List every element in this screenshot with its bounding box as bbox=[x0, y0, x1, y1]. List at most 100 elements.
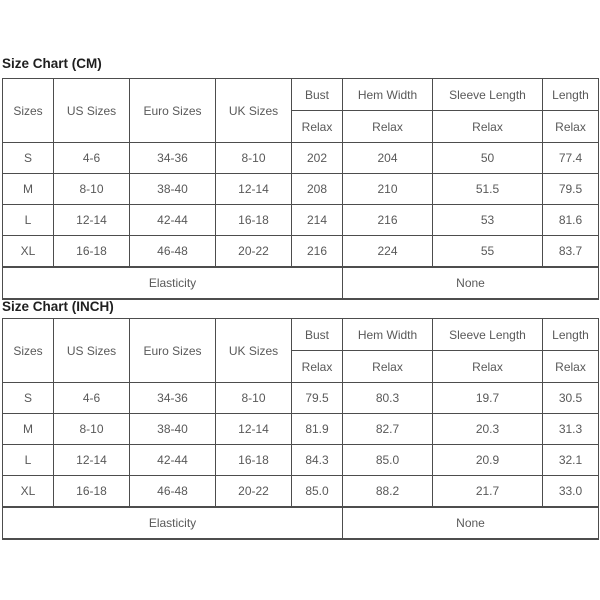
value-cell: 216 bbox=[291, 235, 343, 267]
header-hem-width: Hem Width bbox=[342, 318, 433, 351]
elasticity-label-cell: Elasticity bbox=[2, 265, 343, 300]
value-cell: 20-22 bbox=[215, 475, 292, 507]
value-cell: 32.1 bbox=[542, 444, 599, 476]
value-cell: 20.9 bbox=[432, 444, 543, 476]
value-cell: 224 bbox=[342, 235, 433, 267]
size-cell: L bbox=[2, 204, 54, 236]
header-hem-relax: Relax bbox=[342, 110, 433, 143]
value-cell: 202 bbox=[291, 142, 343, 174]
table-row-m: M 8-10 38-40 12-14 81.9 82.7 20.3 31.3 bbox=[2, 413, 599, 445]
value-cell: 55 bbox=[432, 235, 543, 267]
value-cell: 42-44 bbox=[129, 444, 216, 476]
size-cell: XL bbox=[2, 475, 54, 507]
header-hem-width: Hem Width bbox=[342, 78, 433, 111]
value-cell: 34-36 bbox=[129, 142, 216, 174]
header-sizes: Sizes bbox=[2, 78, 54, 143]
value-cell: 81.6 bbox=[542, 204, 599, 236]
value-cell: 46-48 bbox=[129, 235, 216, 267]
value-cell: 19.7 bbox=[432, 382, 543, 414]
value-cell: 84.3 bbox=[291, 444, 343, 476]
header-us-sizes: US Sizes bbox=[53, 318, 130, 383]
value-cell: 208 bbox=[291, 173, 343, 205]
value-cell: 204 bbox=[342, 142, 433, 174]
header-uk-sizes: UK Sizes bbox=[215, 78, 292, 143]
value-cell: 83.7 bbox=[542, 235, 599, 267]
value-cell: 4-6 bbox=[53, 382, 130, 414]
value-cell: 85.0 bbox=[342, 444, 433, 476]
size-chart-cm-title: Size Chart (CM) bbox=[2, 56, 102, 71]
table-header-row-1: Sizes US Sizes Euro Sizes UK Sizes Bust … bbox=[2, 78, 599, 143]
header-euro-sizes: Euro Sizes bbox=[129, 318, 216, 383]
elasticity-label-cell: Elasticity bbox=[2, 505, 343, 540]
value-cell: 21.7 bbox=[432, 475, 543, 507]
value-cell: 34-36 bbox=[129, 382, 216, 414]
value-cell: 8-10 bbox=[53, 413, 130, 445]
value-cell: 46-48 bbox=[129, 475, 216, 507]
value-cell: 31.3 bbox=[542, 413, 599, 445]
value-cell: 81.9 bbox=[291, 413, 343, 445]
value-cell: 85.0 bbox=[291, 475, 343, 507]
header-bust-relax: Relax bbox=[291, 350, 343, 383]
value-cell: 12-14 bbox=[215, 173, 292, 205]
table-header-row-2: Relax Relax Relax Relax bbox=[3, 350, 599, 383]
value-cell: 38-40 bbox=[129, 173, 216, 205]
value-cell: 16-18 bbox=[53, 475, 130, 507]
header-uk-sizes: UK Sizes bbox=[215, 318, 292, 383]
value-cell: 79.5 bbox=[291, 382, 343, 414]
size-cell: M bbox=[2, 413, 54, 445]
value-cell: 4-6 bbox=[53, 142, 130, 174]
table-header-row-1: Sizes US Sizes Euro Sizes UK Sizes Bust … bbox=[2, 318, 599, 383]
header-sleeve-length: Sleeve Length bbox=[432, 78, 543, 111]
value-cell: 16-18 bbox=[53, 235, 130, 267]
value-cell: 80.3 bbox=[342, 382, 433, 414]
value-cell: 53 bbox=[432, 204, 543, 236]
size-chart-cm-table: Sizes US Sizes Euro Sizes UK Sizes Bust … bbox=[2, 78, 599, 300]
value-cell: 12-14 bbox=[53, 204, 130, 236]
elasticity-row: Elasticity None bbox=[2, 265, 599, 300]
table-row-xl: XL 16-18 46-48 20-22 85.0 88.2 21.7 33.0 bbox=[2, 475, 599, 507]
table-row-l: L 12-14 42-44 16-18 214 216 53 81.6 bbox=[2, 204, 599, 236]
value-cell: 214 bbox=[291, 204, 343, 236]
table-row-xl: XL 16-18 46-48 20-22 216 224 55 83.7 bbox=[2, 235, 599, 267]
size-cell: S bbox=[2, 382, 54, 414]
value-cell: 50 bbox=[432, 142, 543, 174]
header-sizes: Sizes bbox=[2, 318, 54, 383]
value-cell: 216 bbox=[342, 204, 433, 236]
size-cell: XL bbox=[2, 235, 54, 267]
value-cell: 12-14 bbox=[215, 413, 292, 445]
value-cell: 12-14 bbox=[53, 444, 130, 476]
size-cell: S bbox=[2, 142, 54, 174]
size-cell: M bbox=[2, 173, 54, 205]
elasticity-value-cell: None bbox=[342, 265, 599, 300]
value-cell: 33.0 bbox=[542, 475, 599, 507]
header-us-sizes: US Sizes bbox=[53, 78, 130, 143]
value-cell: 210 bbox=[342, 173, 433, 205]
header-bust: Bust bbox=[291, 318, 343, 351]
value-cell: 79.5 bbox=[542, 173, 599, 205]
value-cell: 16-18 bbox=[215, 444, 292, 476]
elasticity-value-cell: None bbox=[342, 505, 599, 540]
header-sleeve-relax: Relax bbox=[432, 110, 543, 143]
size-cell: L bbox=[2, 444, 54, 476]
size-chart-inch-table: Sizes US Sizes Euro Sizes UK Sizes Bust … bbox=[2, 318, 599, 540]
table-row-s: S 4-6 34-36 8-10 202 204 50 77.4 bbox=[2, 142, 599, 174]
header-bust: Bust bbox=[291, 78, 343, 111]
value-cell: 88.2 bbox=[342, 475, 433, 507]
value-cell: 82.7 bbox=[342, 413, 433, 445]
value-cell: 8-10 bbox=[53, 173, 130, 205]
table-row-m: M 8-10 38-40 12-14 208 210 51.5 79.5 bbox=[2, 173, 599, 205]
header-hem-relax: Relax bbox=[342, 350, 433, 383]
table-row-l: L 12-14 42-44 16-18 84.3 85.0 20.9 32.1 bbox=[2, 444, 599, 476]
table-header-row-2: Relax Relax Relax Relax bbox=[3, 110, 599, 143]
table-row-s: S 4-6 34-36 8-10 79.5 80.3 19.7 30.5 bbox=[2, 382, 599, 414]
header-length: Length bbox=[542, 318, 599, 351]
value-cell: 42-44 bbox=[129, 204, 216, 236]
elasticity-row: Elasticity None bbox=[2, 505, 599, 540]
value-cell: 77.4 bbox=[542, 142, 599, 174]
header-bust-relax: Relax bbox=[291, 110, 343, 143]
value-cell: 16-18 bbox=[215, 204, 292, 236]
value-cell: 38-40 bbox=[129, 413, 216, 445]
header-length: Length bbox=[542, 78, 599, 111]
value-cell: 51.5 bbox=[432, 173, 543, 205]
